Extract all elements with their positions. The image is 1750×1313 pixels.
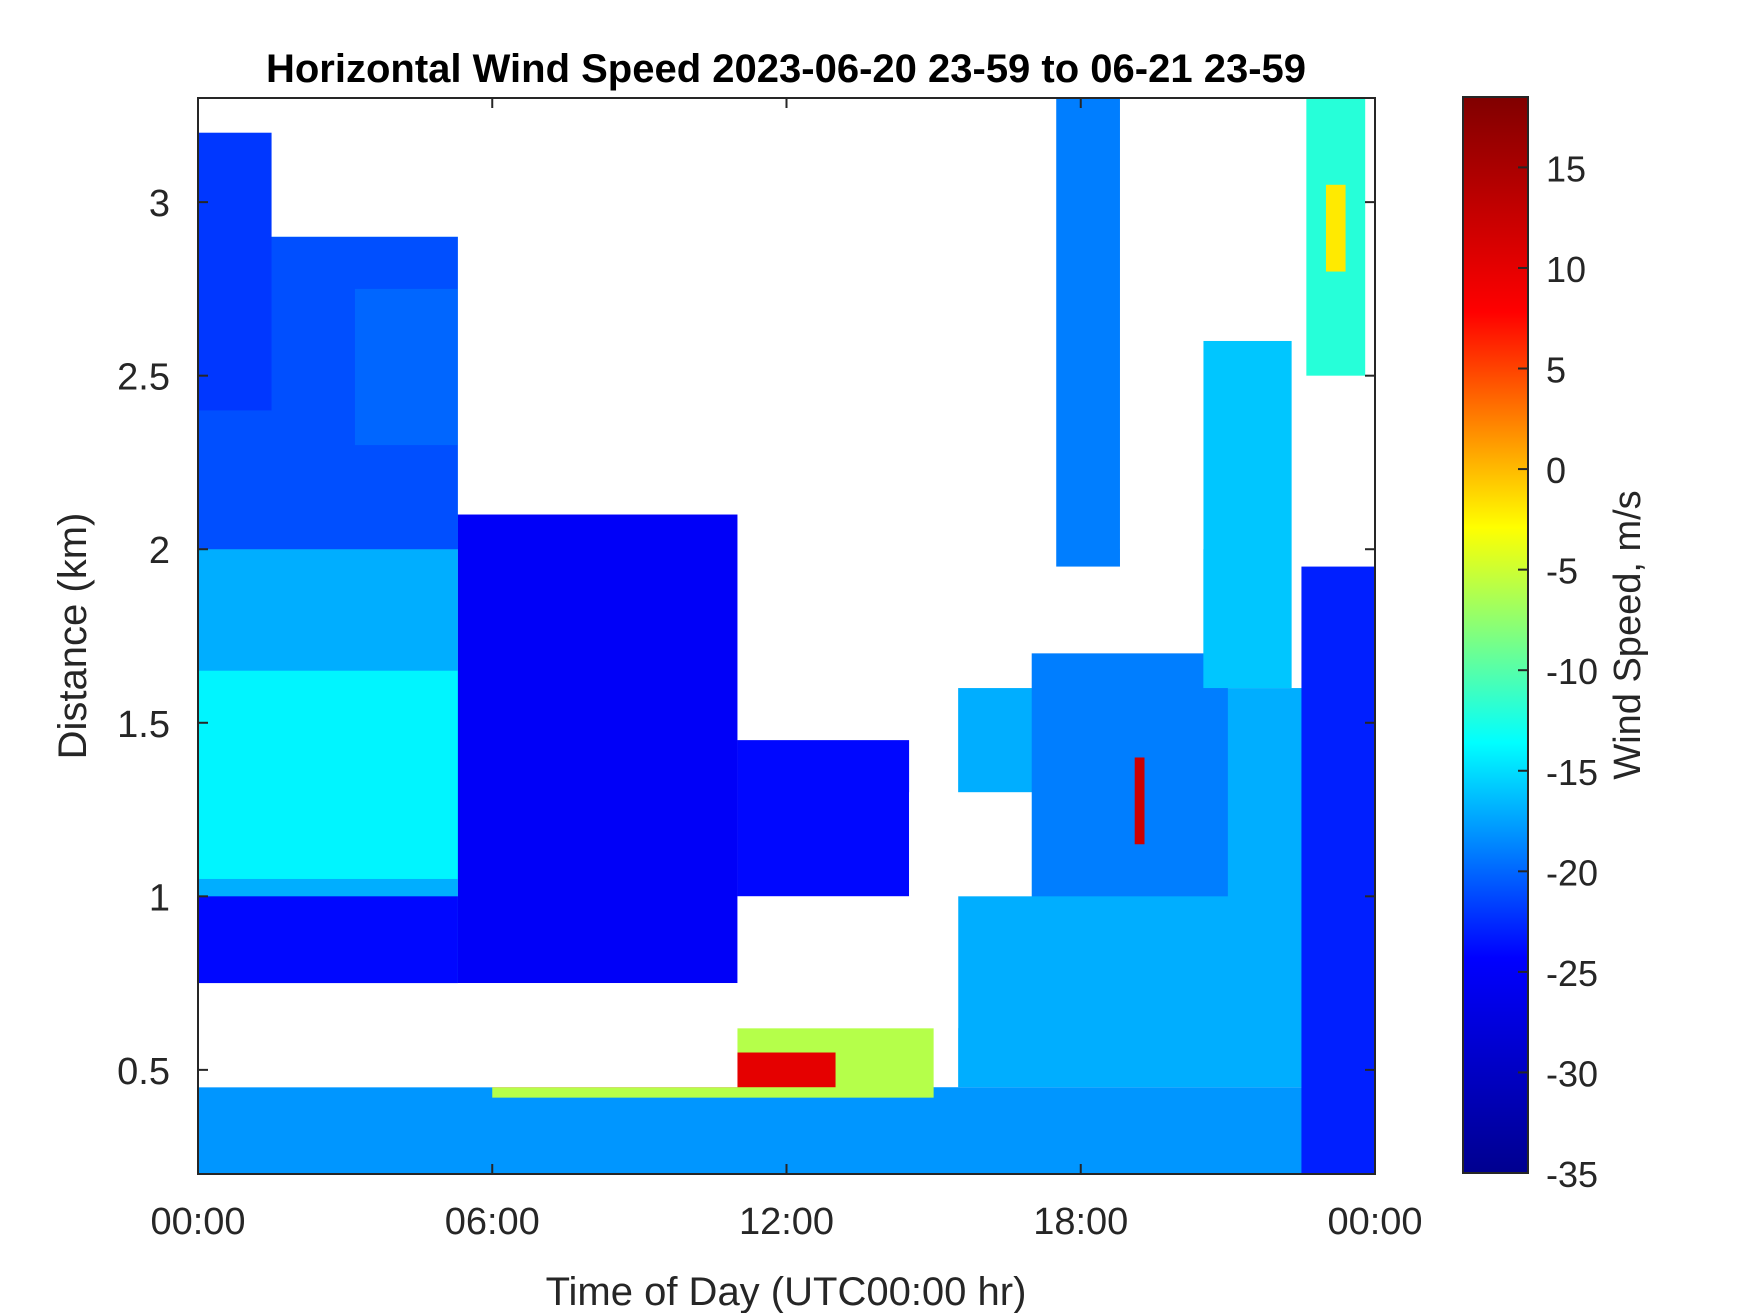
colorbar-tick-label: 10 [1546,249,1586,290]
heatmap-gap-0 [198,983,738,1088]
x-axis-label: Time of Day (UTC00:00 hr) [546,1270,1027,1313]
heatmap-layer [198,98,1375,1174]
colorbar-ticks: -35 -30 -25 -20 -15 -10 -5 0 5 10 15 [1518,148,1598,1195]
colorbar-tick-label: -35 [1546,1154,1598,1195]
heatmap-region-8 [198,1087,1375,1174]
y-tick-label: 2.5 [117,357,170,399]
x-tick-label: 12:00 [739,1201,834,1243]
heatmap-region-6 [457,514,738,984]
heatmap-gap-2 [909,792,1032,897]
heatmap-region-19 [1325,184,1346,272]
y-tick-label: 2 [149,530,170,572]
x-tick-label: 18:00 [1033,1201,1128,1243]
colorbar-tick-label: 5 [1546,350,1566,391]
y-tick-label: 1 [149,877,170,919]
x-axis-ticks: 00:00 06:00 12:00 18:00 00:00 [150,98,1423,1243]
heatmap-region-2 [198,896,458,1001]
heatmap-region-14 [1203,340,1292,689]
colorbar-tick-label: -10 [1546,651,1598,692]
x-tick-label: 06:00 [445,1201,540,1243]
heatmap-region-12 [1031,653,1228,897]
colorbar [1462,96,1529,1174]
heatmap-gap-3 [457,98,1032,515]
colorbar-label: Wind Speed, m/s [1607,490,1649,779]
colorbar-tick-label: -15 [1546,752,1598,793]
heatmap-region-5 [354,288,458,446]
colorbar-tick-label: 0 [1546,450,1566,491]
x-tick-label: 00:00 [150,1201,245,1243]
colorbar-tick-label: -20 [1546,852,1598,893]
x-tick-label: 00:00 [1327,1201,1422,1243]
heatmap-gap-1 [737,896,959,1029]
heatmap-gap-4 [1119,98,1204,550]
heatmap-region-16 [1056,98,1120,567]
colorbar-tick-label: -25 [1546,953,1598,994]
heatmap-region-7 [737,740,910,897]
heatmap-region-15 [1301,566,1375,1174]
heatmap-region-13 [1134,757,1145,845]
y-axis-label: Distance (km) [51,513,95,760]
y-tick-label: 1.5 [117,704,170,746]
chart-title: Horizontal Wind Speed 2023-06-20 23-59 t… [266,47,1306,91]
heatmap-region-1 [198,670,458,879]
y-axis-ticks: 0.5 1 1.5 2 2.5 3 [117,183,1375,1093]
colorbar-tick-label: 15 [1546,148,1586,189]
y-tick-label: 0.5 [117,1051,170,1093]
colorbar-tick-label: -5 [1546,551,1578,592]
colorbar-tick-label: -30 [1546,1053,1598,1094]
heatmap-region-4 [198,132,272,411]
y-tick-label: 3 [149,183,170,225]
